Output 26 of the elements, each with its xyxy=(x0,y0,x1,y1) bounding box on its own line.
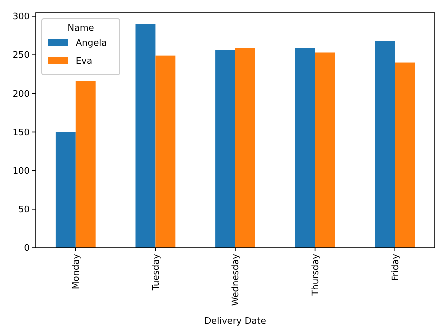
y-tick-label: 200 xyxy=(12,90,30,100)
y-tick-label: 150 xyxy=(12,128,30,138)
y-tick-label: 300 xyxy=(12,12,30,23)
x-tick-label: Tuesday xyxy=(152,253,162,292)
bar xyxy=(295,48,316,248)
bar xyxy=(136,24,156,248)
legend-label: Angela xyxy=(76,39,108,50)
bar xyxy=(395,62,416,248)
x-axis-title: Delivery Date xyxy=(204,317,267,327)
x-tick-label: Monday xyxy=(72,253,82,290)
bar xyxy=(375,41,396,248)
bar xyxy=(236,48,256,248)
bar xyxy=(56,132,76,248)
legend-label: Eva xyxy=(76,57,93,68)
bar xyxy=(76,81,96,248)
x-tick-label: Thursday xyxy=(311,253,322,297)
bar xyxy=(216,50,236,248)
x-tick-label: Friday xyxy=(391,253,402,282)
y-tick-label: 100 xyxy=(12,166,30,177)
y-tick-label: 0 xyxy=(24,244,30,254)
bar xyxy=(156,56,176,248)
legend-title: Name xyxy=(68,24,95,34)
x-tick-label: Wednesday xyxy=(232,253,242,306)
y-tick-label: 250 xyxy=(12,51,30,62)
bar xyxy=(315,52,336,248)
y-tick-label: 50 xyxy=(18,206,30,216)
